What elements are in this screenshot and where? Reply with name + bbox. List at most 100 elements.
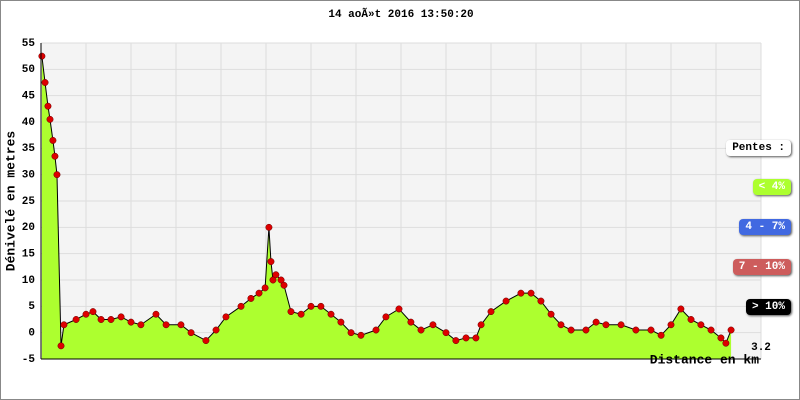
- point: [417, 326, 425, 334]
- point: [41, 79, 49, 86]
- x-tick-label: 3.2: [751, 342, 771, 354]
- point: [722, 339, 730, 347]
- point: [53, 171, 61, 179]
- point: [162, 321, 170, 329]
- point: [261, 284, 269, 292]
- point: [567, 326, 575, 334]
- y-tick-label: -5: [22, 354, 36, 366]
- point: [280, 281, 288, 289]
- point: [347, 329, 355, 337]
- y-tick-label: 35: [22, 143, 36, 155]
- legend-entry: > 10%: [745, 299, 791, 315]
- point: [442, 329, 450, 337]
- point: [647, 326, 655, 334]
- point: [287, 308, 295, 316]
- point: [357, 331, 365, 339]
- point: [337, 318, 345, 326]
- point: [697, 321, 705, 329]
- point: [632, 326, 640, 334]
- point: [187, 329, 195, 337]
- point: [592, 318, 600, 326]
- point: [97, 316, 105, 323]
- point: [537, 297, 545, 305]
- y-axis-label: Dénivelé en metres: [3, 131, 18, 272]
- point: [557, 321, 565, 329]
- point: [267, 258, 275, 266]
- x-axis-label: Distance en km: [650, 352, 759, 367]
- point: [317, 302, 325, 310]
- point: [547, 310, 555, 318]
- point: [517, 289, 525, 297]
- point: [272, 271, 280, 279]
- point: [57, 342, 65, 350]
- point: [247, 294, 255, 302]
- point: [107, 316, 115, 323]
- point: [46, 115, 54, 123]
- point: [307, 302, 315, 310]
- point: [177, 321, 185, 329]
- point: [677, 305, 685, 313]
- point: [237, 302, 245, 310]
- point: [602, 321, 610, 329]
- y-tick-label: 30: [22, 170, 35, 182]
- y-tick-label: 50: [22, 64, 35, 76]
- point: [582, 326, 590, 334]
- point: [222, 313, 230, 321]
- y-tick-label: 20: [22, 222, 35, 234]
- y-tick-label: 0: [28, 328, 35, 340]
- point: [687, 316, 695, 323]
- point: [617, 321, 625, 329]
- y-tick-label: 10: [22, 275, 35, 287]
- point: [707, 326, 715, 334]
- point: [382, 313, 390, 321]
- point: [49, 136, 57, 144]
- point: [277, 276, 285, 284]
- point: [657, 331, 665, 339]
- point: [44, 102, 52, 110]
- point: [462, 334, 470, 342]
- point: [452, 337, 460, 345]
- point: [137, 321, 145, 329]
- point: [429, 321, 437, 329]
- point: [395, 305, 403, 313]
- y-tick-label: 15: [22, 249, 36, 261]
- legend-entry: < 4%: [752, 179, 791, 195]
- point: [372, 326, 380, 334]
- point: [667, 321, 675, 329]
- point: [717, 334, 725, 342]
- point: [265, 223, 273, 231]
- point: [472, 334, 480, 342]
- y-tick-label: 40: [22, 117, 35, 129]
- point: [477, 321, 485, 329]
- point: [82, 310, 90, 318]
- point: [269, 276, 277, 284]
- point: [297, 310, 305, 318]
- point: [72, 316, 80, 323]
- point: [327, 310, 335, 318]
- line: [41, 56, 732, 346]
- point: [117, 313, 125, 321]
- y-tick-label: 55: [22, 38, 36, 50]
- point: [51, 152, 59, 160]
- point: [38, 52, 46, 60]
- y-tick-label: 5: [28, 301, 35, 313]
- point: [212, 326, 220, 334]
- y-tick-label: 45: [22, 91, 36, 103]
- point: [127, 318, 135, 326]
- legend-entry: 4 - 7%: [739, 219, 791, 235]
- point: [502, 297, 510, 305]
- point: [89, 308, 97, 316]
- point: [255, 289, 263, 297]
- area: [41, 56, 732, 360]
- point: [527, 289, 535, 297]
- y-tick-label: 25: [22, 196, 36, 208]
- point: [202, 337, 210, 345]
- point: [487, 308, 495, 316]
- point: [407, 318, 415, 326]
- chart-title: 14 aoÃ»t 2016 13:50:20: [328, 7, 473, 21]
- point: [727, 326, 735, 334]
- point: [152, 310, 160, 318]
- legend-title: Pentes :: [726, 140, 791, 156]
